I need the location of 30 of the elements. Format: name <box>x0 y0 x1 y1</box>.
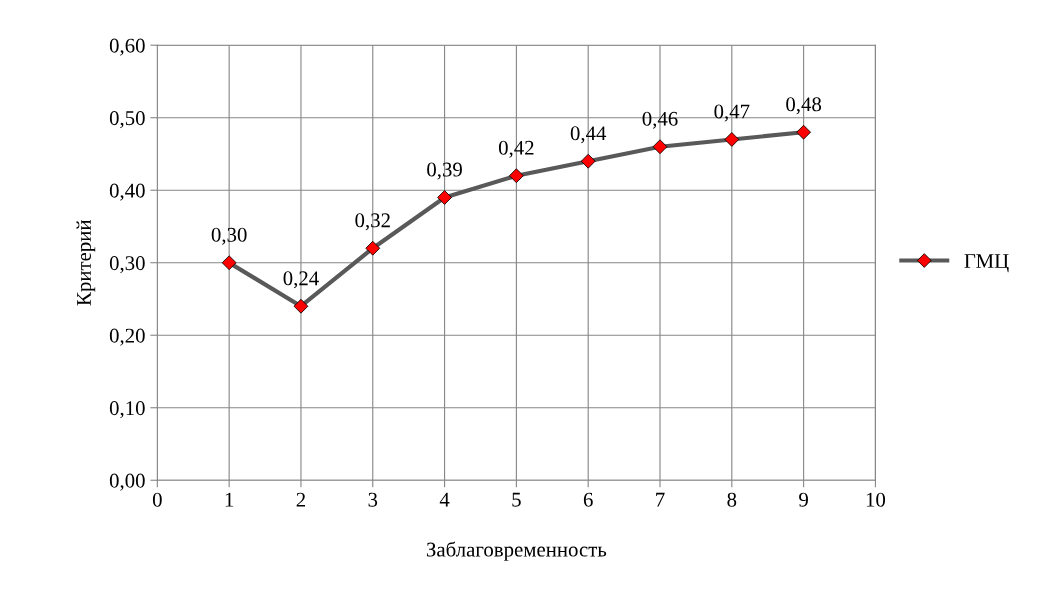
y-tick-label: 0,10 <box>109 401 145 419</box>
x-axis-title: Заблаговременность <box>426 541 607 561</box>
data-label: 0,30 <box>211 227 247 245</box>
x-tick-label: 0 <box>152 492 162 507</box>
x-tick-label: 9 <box>799 492 808 507</box>
y-tick-label: 0,20 <box>109 328 145 346</box>
x-tick-label: 7 <box>656 492 665 507</box>
y-axis-title: Критерий <box>76 219 96 306</box>
y-tick-label: 0,40 <box>109 183 145 201</box>
data-label: 0,44 <box>570 126 607 144</box>
data-label: 0,32 <box>355 213 390 231</box>
x-tick-label: 10 <box>866 492 886 507</box>
data-label: 0,46 <box>642 111 678 129</box>
data-label: 0,47 <box>714 104 750 122</box>
y-tick-label: 0,30 <box>109 256 145 274</box>
data-label: 0,48 <box>786 97 822 115</box>
x-tick-label: 8 <box>727 492 737 507</box>
y-tick-label: 0,50 <box>109 111 145 129</box>
data-label: 0,24 <box>283 271 319 289</box>
x-tick-label: 4 <box>439 492 450 507</box>
y-tick-label: 0,60 <box>109 38 145 56</box>
x-tick-label: 2 <box>296 492 306 507</box>
x-tick-label: 3 <box>368 492 378 507</box>
legend-label: ГМЦ <box>964 254 1009 273</box>
x-tick-label: 1 <box>225 492 234 507</box>
y-tick-label: 0,00 <box>109 473 145 491</box>
x-tick-label: 5 <box>512 492 521 507</box>
x-tick-label: 6 <box>583 492 593 507</box>
data-label: 0,42 <box>498 140 534 158</box>
data-label: 0,39 <box>427 162 462 180</box>
